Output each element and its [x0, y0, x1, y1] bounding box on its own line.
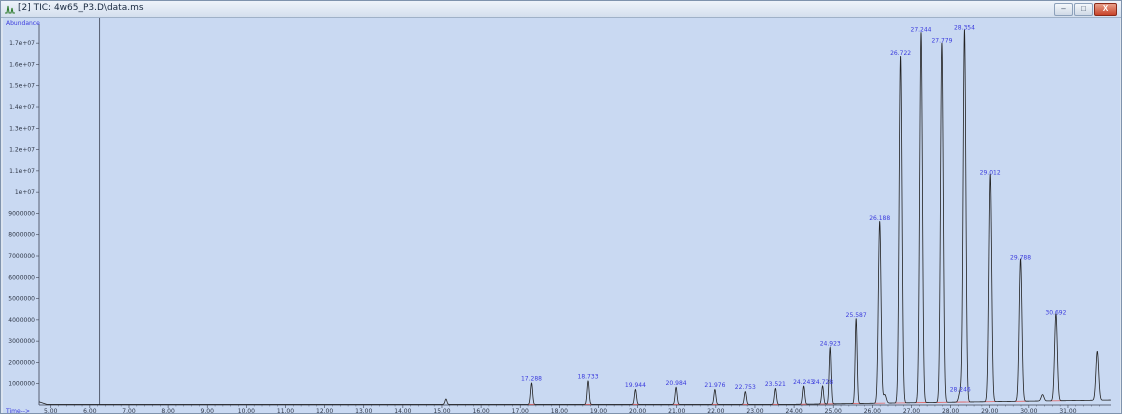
peak-label[interactable]: 28.246: [950, 386, 971, 393]
y-tick-label: 1.4e+07: [9, 104, 35, 111]
x-tick-label: 18.00: [551, 408, 568, 413]
peak-label[interactable]: 21.976: [704, 382, 725, 389]
y-tick-label: 6000000: [8, 274, 35, 281]
maximize-button[interactable]: □: [1074, 3, 1093, 16]
title-bar[interactable]: [2] TIC: 4w65_P3.D\data.ms – □ X: [1, 1, 1121, 18]
peak-label[interactable]: 23.521: [765, 381, 786, 388]
x-tick-label: 10.00: [238, 408, 255, 413]
y-tick-label: 1.6e+07: [9, 61, 35, 68]
y-tick-label: 3000000: [8, 338, 35, 345]
x-tick-label: 29.00: [981, 408, 998, 413]
peak-label[interactable]: 26.722: [890, 50, 911, 57]
peak-label[interactable]: 27.244: [911, 27, 932, 34]
peak-label[interactable]: 27.779: [931, 37, 952, 44]
chromatogram-icon: [5, 5, 15, 14]
peak-label[interactable]: 29.012: [980, 169, 1001, 176]
x-tick-label: 11.00: [277, 408, 294, 413]
x-tick-label: 5.00: [44, 408, 58, 413]
x-tick-label: 30.00: [1020, 408, 1037, 413]
y-tick-label: 2000000: [8, 359, 35, 366]
chromatogram-chart[interactable]: 1000000 2000000 3000000 4000000 5000000 60000…: [3, 18, 1120, 413]
window-title: [2] TIC: 4w65_P3.D\data.ms: [18, 3, 144, 13]
x-tick-label: 19.00: [590, 408, 607, 413]
x-tick-label: 28.00: [942, 408, 959, 413]
x-tick-label: 17.00: [512, 408, 529, 413]
y-tick-label: 1e+07: [15, 189, 35, 196]
x-tick-label: 31.00: [1059, 408, 1076, 413]
y-tick-label: 4000000: [8, 317, 35, 324]
x-tick-label: 23.00: [746, 408, 763, 413]
y-tick-label: 1.7e+07: [9, 40, 35, 47]
plot-area[interactable]: 1000000 2000000 3000000 4000000 5000000 60000…: [3, 18, 1120, 413]
x-tick-label: 21.00: [668, 408, 685, 413]
x-tick-label: 8.00: [161, 408, 175, 413]
x-tick-label: 12.00: [316, 408, 333, 413]
y-tick-label: 7000000: [8, 253, 35, 260]
peak-label[interactable]: 18.733: [578, 374, 599, 381]
y-tick-label: 1.5e+07: [9, 83, 35, 90]
x-tick-label: 15.00: [433, 408, 450, 413]
x-tick-label: 14.00: [394, 408, 411, 413]
x-tick-label: 6.00: [83, 408, 97, 413]
minimize-button[interactable]: –: [1054, 3, 1073, 16]
x-tick-label: 26.00: [864, 408, 881, 413]
integration-baseline: [527, 400, 1062, 405]
peak-label[interactable]: 22.753: [735, 384, 756, 391]
peak-label[interactable]: 24.243: [793, 379, 814, 386]
x-tick-label: 16.00: [473, 408, 490, 413]
x-tick-label: 24.00: [786, 408, 803, 413]
x-tick-label: 13.00: [355, 408, 372, 413]
y-tick-label: 8000000: [8, 232, 35, 239]
peak-label[interactable]: 25.587: [846, 312, 867, 319]
peak-label[interactable]: 17.288: [521, 376, 542, 383]
y-tick-label: 1.3e+07: [9, 125, 35, 132]
peak-label[interactable]: 24.728: [812, 379, 833, 386]
peak-label[interactable]: 30.692: [1045, 310, 1066, 317]
x-tick-label: 20.00: [629, 408, 646, 413]
y-tick-label: 1.1e+07: [9, 168, 35, 175]
peak-label[interactable]: 24.923: [820, 341, 841, 348]
x-axis-title: Time-->: [5, 408, 30, 413]
y-axis-title: Abundance: [6, 20, 40, 27]
peak-label[interactable]: 29.788: [1010, 254, 1031, 261]
x-tick-label: 25.00: [825, 408, 842, 413]
peak-label[interactable]: 26.188: [869, 215, 890, 222]
close-button[interactable]: X: [1094, 3, 1117, 16]
peak-label[interactable]: 19.944: [625, 382, 646, 389]
tic-trace: [38, 29, 1111, 405]
y-tick-label: 1.2e+07: [9, 147, 35, 154]
x-tick-label: 9.00: [201, 408, 215, 413]
y-tick-label: 1000000: [8, 381, 35, 388]
y-tick-label: 5000000: [8, 296, 35, 303]
x-tick-label: 22.00: [707, 408, 724, 413]
peak-label[interactable]: 28.354: [954, 25, 975, 32]
y-tick-label: 9000000: [8, 210, 35, 217]
x-tick-label: 7.00: [122, 408, 136, 413]
x-tick-label: 27.00: [903, 408, 920, 413]
peak-label[interactable]: 20.984: [666, 380, 687, 387]
